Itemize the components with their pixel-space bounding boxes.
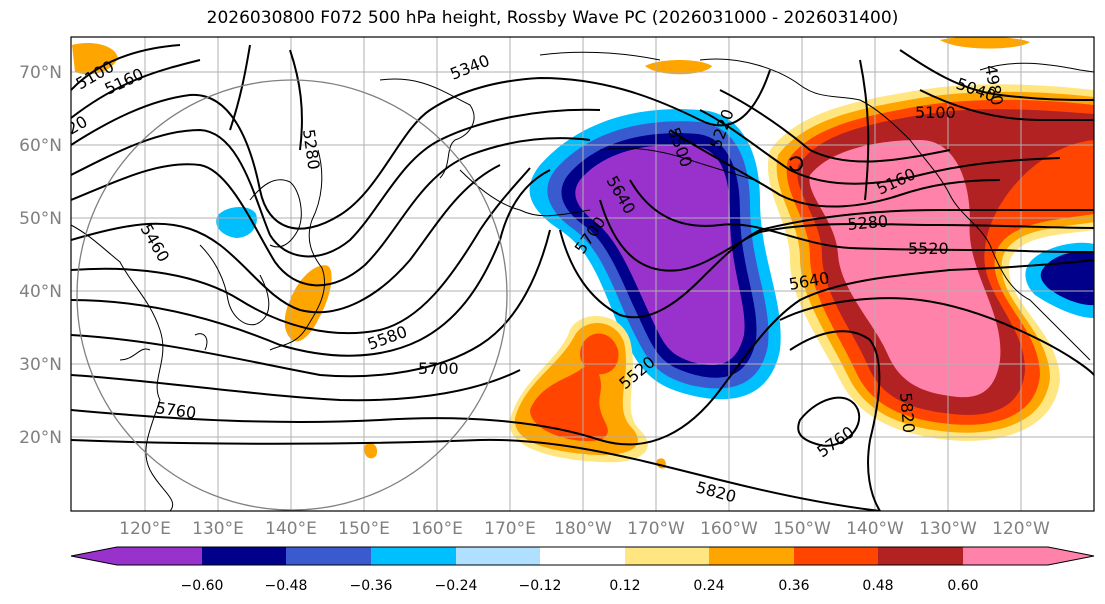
colorbar [70, 546, 1095, 566]
colorbar-tick: −0.36 [350, 578, 393, 594]
colorbar-tick: 0.48 [862, 578, 893, 594]
lon-label: 140°E [265, 519, 317, 539]
colorbar-tick: −0.60 [181, 578, 224, 594]
lon-label: 180°W [554, 519, 612, 539]
map-frame [70, 36, 1095, 512]
colorbar-extend-min [71, 547, 117, 565]
colorbar-extend-max [1048, 547, 1094, 565]
contour-label: 5820 [896, 392, 918, 434]
colorbar-bin [709, 547, 794, 565]
colorbar-bin [202, 547, 286, 565]
colorbar-tick: −0.12 [519, 578, 562, 594]
contour-label: 5520 [908, 239, 949, 258]
colorbar-tick: 0.12 [609, 578, 640, 594]
figure-title: 2026030800 F072 500 hPa height, Rossby W… [206, 8, 899, 28]
colorbar-bin [456, 547, 540, 565]
positive-anomaly-siberia [72, 42, 118, 75]
lat-label: 30°N [19, 355, 62, 375]
graticule [71, 37, 1094, 511]
colorbar-bin [625, 547, 709, 565]
colorbar-tick: 0.60 [947, 578, 978, 594]
reference-circle [76, 79, 508, 511]
colorbar-tick: −0.24 [435, 578, 478, 594]
colorbar-ticks: −0.60 −0.48 −0.36 −0.24 −0.12 0.12 0.24 … [181, 578, 979, 594]
lon-label: 130°E [192, 519, 244, 539]
contour-label: 5700 [418, 359, 459, 378]
lon-label: 140°W [846, 519, 904, 539]
lon-label: 120°E [119, 519, 171, 539]
colorbar-bin [963, 547, 1048, 565]
colorbar-tick: −0.48 [265, 578, 308, 594]
lon-label: 170°E [484, 519, 536, 539]
height-contours [71, 44, 1094, 511]
colorbar-tick: 0.36 [778, 578, 809, 594]
colorbar-bin [286, 547, 371, 565]
lat-label: 60°N [19, 136, 62, 156]
lon-label: 130°W [919, 519, 977, 539]
lat-label: 20°N [19, 428, 62, 448]
latitude-labels: 70°N 60°N 50°N 40°N 30°N 20°N [19, 63, 62, 448]
positive-anomaly-small [364, 443, 378, 459]
lon-label: 170°W [627, 519, 685, 539]
lat-label: 70°N [19, 63, 62, 83]
lon-label: 160°E [411, 519, 463, 539]
colorbar-bin [371, 547, 456, 565]
lon-label: 150°W [773, 519, 831, 539]
colorbar-outline [70, 546, 1095, 566]
colorbar-tick: 0.24 [693, 578, 724, 594]
colorbar-bin [117, 547, 202, 565]
contour-label: 5100 [915, 103, 956, 122]
colorbar-bin [540, 547, 625, 565]
contour-label: 5280 [847, 212, 889, 234]
negative-anomaly-okhotsk [216, 206, 257, 238]
positive-anomaly-arctic [940, 37, 1030, 49]
longitude-labels: 120°E 130°E 140°E 150°E 160°E 170°E 180°… [119, 519, 1050, 539]
lat-label: 50°N [19, 209, 62, 229]
lon-label: 120°W [992, 519, 1050, 539]
colorbar-bin [878, 547, 963, 565]
negative-anomaly-central-pacific [529, 109, 781, 400]
lon-label: 160°W [700, 519, 758, 539]
lon-label: 150°E [338, 519, 390, 539]
colorbar-bin [794, 547, 878, 565]
positive-anomaly-arctic-2 [645, 60, 712, 75]
lat-label: 40°N [19, 282, 62, 302]
coastlines [71, 51, 1094, 511]
